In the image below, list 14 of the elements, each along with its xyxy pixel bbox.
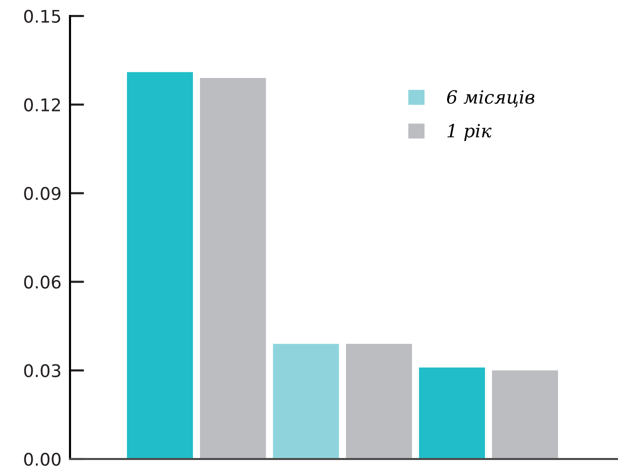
- bar: [492, 370, 558, 459]
- y-tick-label: 0.00: [24, 452, 61, 466]
- y-tick-label: 0.03: [24, 364, 60, 378]
- y-tick-label: 0.15: [24, 10, 60, 23]
- bar: [418, 367, 485, 459]
- y-tick-label: 0.06: [24, 276, 61, 289]
- legend-label: 6 місяців: [447, 90, 534, 108]
- bar: [272, 344, 339, 459]
- bar: [200, 78, 266, 459]
- bar: [346, 344, 412, 459]
- bar: [126, 72, 193, 459]
- y-tick-label: 0.12: [24, 98, 60, 112]
- y-tick-label: 0.09: [24, 186, 60, 200]
- legend-label: 1 рік: [447, 124, 492, 142]
